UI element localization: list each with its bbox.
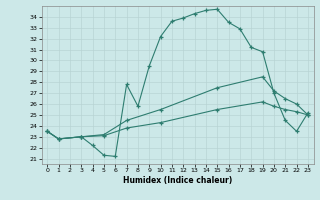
X-axis label: Humidex (Indice chaleur): Humidex (Indice chaleur): [123, 176, 232, 185]
